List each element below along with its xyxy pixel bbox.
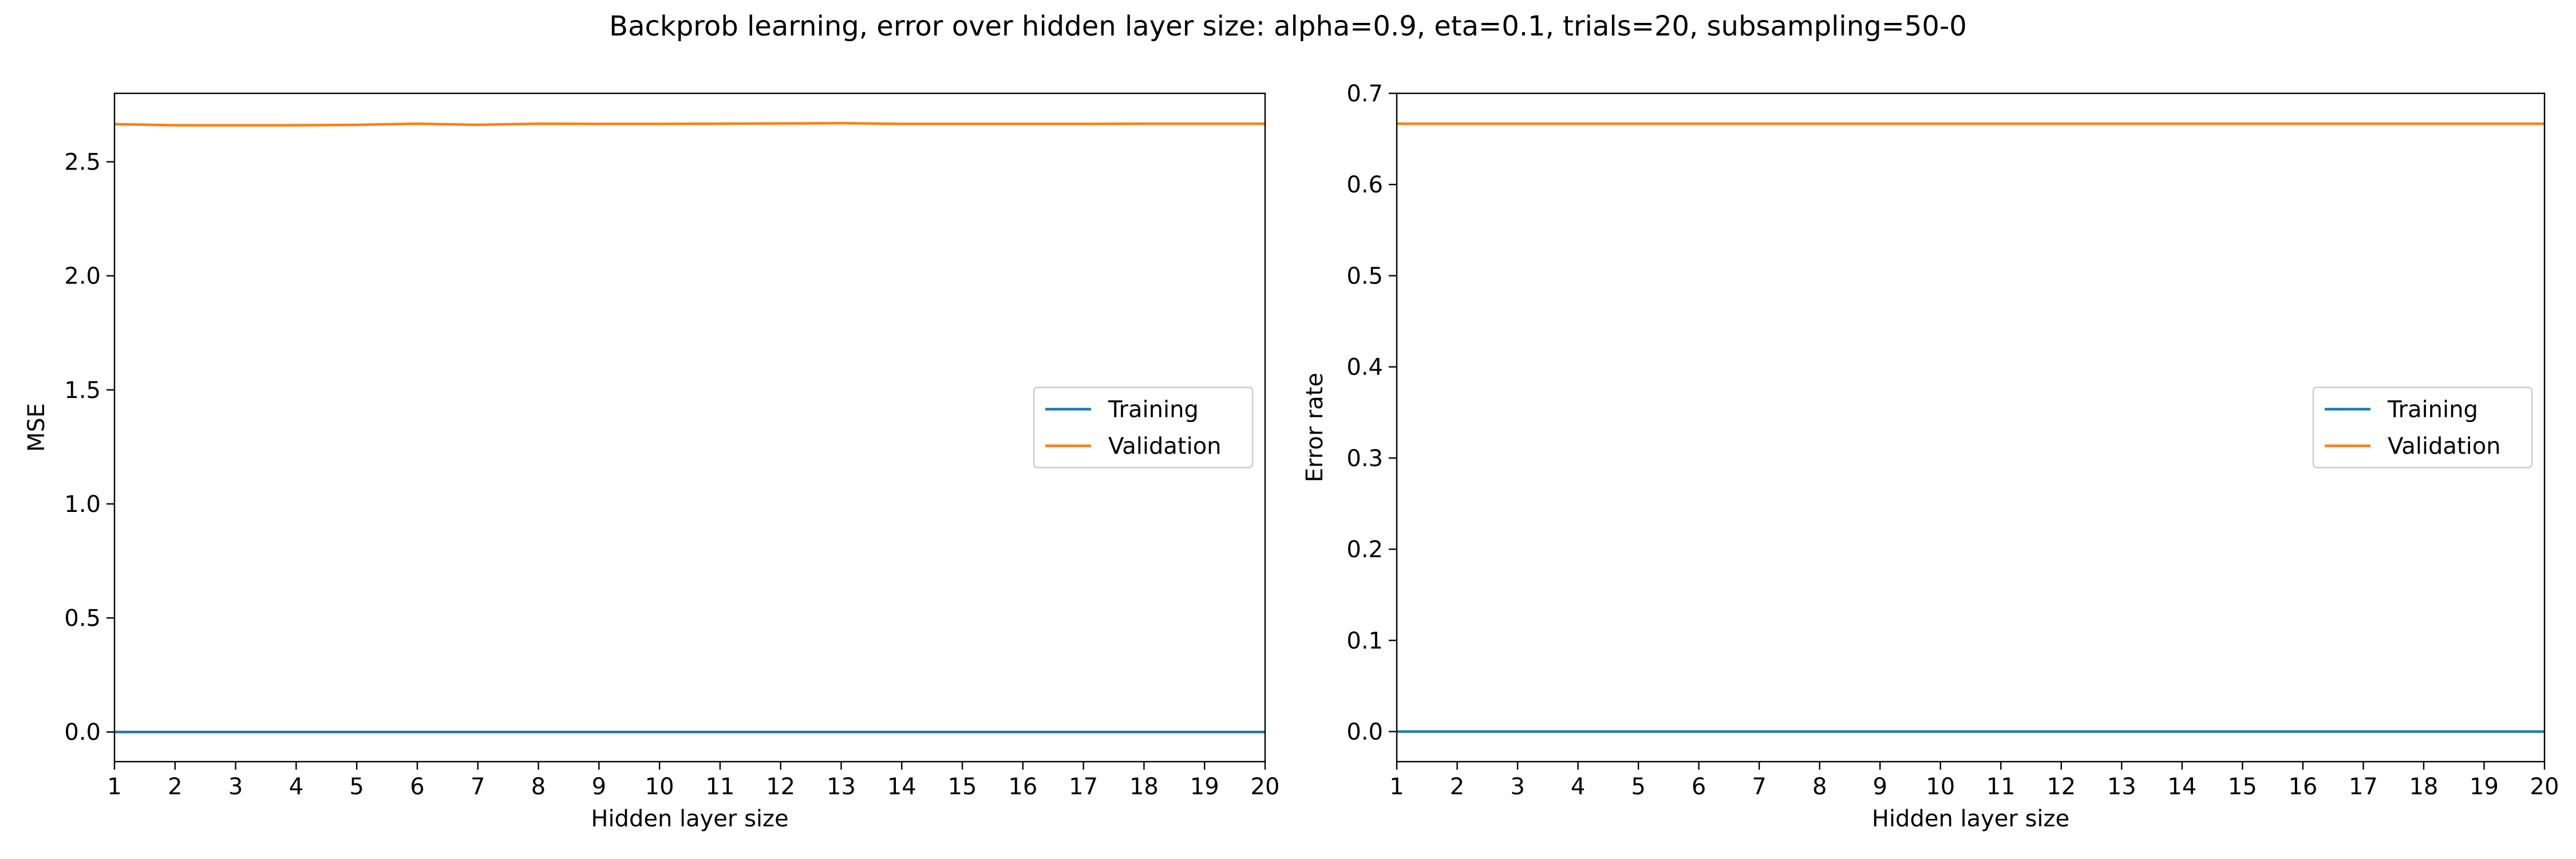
x-tick-label: 19 xyxy=(2470,774,2499,800)
legend-box xyxy=(1033,387,1254,468)
x-tick-label: 20 xyxy=(1251,774,1280,800)
x-tick-label: 9 xyxy=(592,774,606,800)
legend-label-validation: Validation xyxy=(2388,434,2501,460)
y-tick-label: 2.0 xyxy=(64,263,101,290)
y-tick-label: 0.6 xyxy=(1346,172,1383,198)
x-tick-label: 8 xyxy=(1812,774,1827,800)
figure-title: Backprob learning, error over hidden lay… xyxy=(609,10,1967,42)
x-tick-label: 1 xyxy=(107,774,121,800)
x-tick-label: 18 xyxy=(2409,774,2438,800)
x-axis-label: Hidden layer size xyxy=(1872,806,2069,832)
x-tick-label: 10 xyxy=(1926,774,1955,800)
x-tick-label: 15 xyxy=(2228,774,2257,800)
y-tick-label: 0.2 xyxy=(1346,537,1383,563)
x-tick-label: 14 xyxy=(887,774,916,800)
y-tick-label: 0.0 xyxy=(1346,719,1383,745)
x-tick-label: 1 xyxy=(1389,774,1404,800)
x-tick-label: 11 xyxy=(1986,774,2016,800)
x-tick-label: 14 xyxy=(2167,774,2196,800)
x-tick-label: 11 xyxy=(705,774,734,800)
x-tick-label: 15 xyxy=(948,774,977,800)
x-tick-label: 17 xyxy=(1069,774,1098,800)
x-tick-label: 3 xyxy=(1510,774,1524,800)
y-tick-label: 1.5 xyxy=(64,377,101,404)
plot-frame xyxy=(113,92,1266,763)
legend: Training Validation xyxy=(1033,387,1254,468)
y-tick-label: 0.4 xyxy=(1346,354,1383,381)
x-tick-label: 9 xyxy=(1872,774,1887,800)
x-tick-label: 17 xyxy=(2349,774,2378,800)
x-tick-label: 4 xyxy=(1571,774,1585,800)
x-tick-label: 18 xyxy=(1129,774,1159,800)
legend-label-training: Training xyxy=(1108,397,1199,423)
y-tick-label: 0.0 xyxy=(64,719,101,746)
legend: Training Validation xyxy=(2312,387,2533,468)
x-tick-label: 8 xyxy=(531,774,546,800)
series-group xyxy=(114,121,1265,734)
y-tick-label: 0.3 xyxy=(1346,446,1383,472)
y-tick-label: 2.5 xyxy=(64,149,101,175)
x-tick-label: 20 xyxy=(2530,774,2559,800)
legend-label-validation: Validation xyxy=(1108,434,1222,460)
x-tick-label: 19 xyxy=(1190,774,1219,800)
x-tick-label: 10 xyxy=(645,774,674,800)
x-tick-label: 13 xyxy=(2107,774,2136,800)
y-tick-label: 0.5 xyxy=(64,605,101,632)
x-tick-label: 7 xyxy=(471,774,485,800)
x-axis-label: Hidden layer size xyxy=(591,806,788,832)
x-tick-label: 7 xyxy=(1752,774,1766,800)
y-axis-label: Error rate xyxy=(1302,373,1328,482)
series-line-validation xyxy=(114,121,1265,127)
chart-panel-1: 1 2 3 4 5 6 7 8 9 10 11 12 13 14 15 16 17 18 19 200.00.51.0… xyxy=(23,92,1280,832)
x-tick-label: 3 xyxy=(228,774,243,800)
y-tick-label: 0.7 xyxy=(1346,81,1383,107)
chart-panels: 1 2 3 4 5 6 7 8 9 10 11 12 13 14 15 16 17 18 19 200.00.51.0… xyxy=(23,81,2559,832)
legend-label-training: Training xyxy=(2387,397,2478,423)
y-tick-label: 0.1 xyxy=(1346,628,1383,654)
y-tick-label: 0.5 xyxy=(1346,263,1383,289)
x-tick-label: 5 xyxy=(349,774,364,800)
x-tick-label: 16 xyxy=(2288,774,2317,800)
chart-panel-2: 1 2 3 4 5 6 7 8 9 10 11 12 13 14 15 16 17 18 19 200.00.10.2… xyxy=(1302,81,2559,832)
x-tick-label: 6 xyxy=(1692,774,1706,800)
plot-frame xyxy=(1396,92,2546,763)
series-group xyxy=(1397,122,2545,733)
x-tick-label: 13 xyxy=(827,774,856,800)
y-tick-label: 1.0 xyxy=(64,491,101,518)
x-tick-label: 16 xyxy=(1008,774,1037,800)
y-axis-label: MSE xyxy=(23,403,50,452)
legend-box xyxy=(2312,387,2533,468)
x-tick-label: 12 xyxy=(766,774,795,800)
x-tick-label: 5 xyxy=(1631,774,1645,800)
x-tick-label: 2 xyxy=(1450,774,1464,800)
x-tick-label: 2 xyxy=(168,774,182,800)
x-tick-label: 6 xyxy=(410,774,424,800)
x-tick-label: 12 xyxy=(2046,774,2076,800)
x-tick-label: 4 xyxy=(289,774,303,800)
